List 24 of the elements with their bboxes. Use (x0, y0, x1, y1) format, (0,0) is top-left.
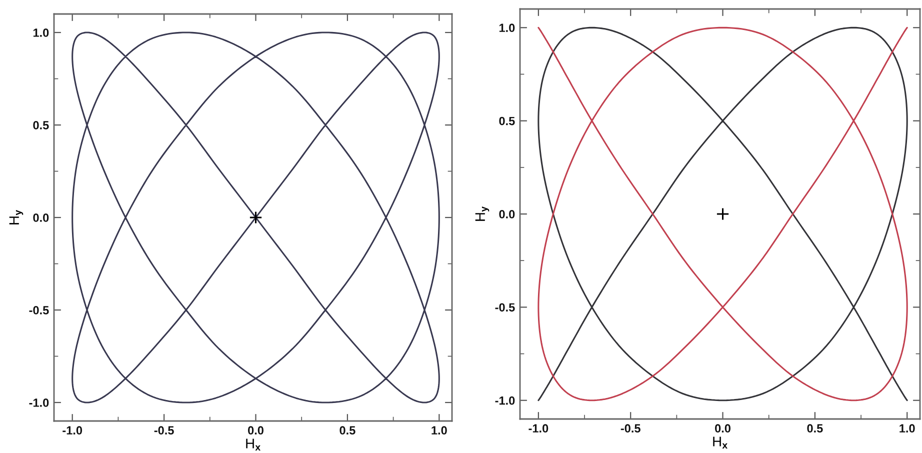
y-tick-label: -1.0 (495, 396, 515, 405)
y-tick-label: -1.0 (29, 398, 49, 407)
x-axis-title: H$_{x}$ (713, 436, 728, 448)
x-tick-label: 0.5 (807, 424, 823, 433)
x-tick-label: -1.0 (528, 424, 548, 433)
x-tick-label: 1.0 (432, 426, 447, 435)
x-tick-label: 1.0 (900, 424, 915, 433)
y-tick-label: 0.5 (33, 121, 49, 130)
y-tick-label: 0.0 (499, 210, 515, 218)
x-axis-title: H$_{x}$ (246, 438, 261, 450)
y-tick-label: 0.0 (33, 214, 49, 222)
y-axis-title: H$_{y}$ (475, 206, 490, 221)
y-axis-title: H$_{y}$ (9, 210, 24, 224)
y-tick-label: 1.0 (33, 28, 49, 37)
y-tick-label: -0.5 (495, 303, 515, 312)
y-tick-label: -0.5 (29, 306, 49, 314)
y-tick-label: 1.0 (499, 24, 515, 32)
x-tick-label: -1.0 (62, 426, 82, 435)
x-tick-label: 0.5 (340, 426, 356, 435)
y-tick-label: 0.5 (499, 116, 515, 126)
x-tick-label: -0.5 (620, 424, 640, 433)
x-tick-label: -0.5 (154, 426, 174, 435)
x-tick-label: 0.0 (248, 426, 264, 435)
x-tick-label: 0.0 (715, 424, 730, 433)
